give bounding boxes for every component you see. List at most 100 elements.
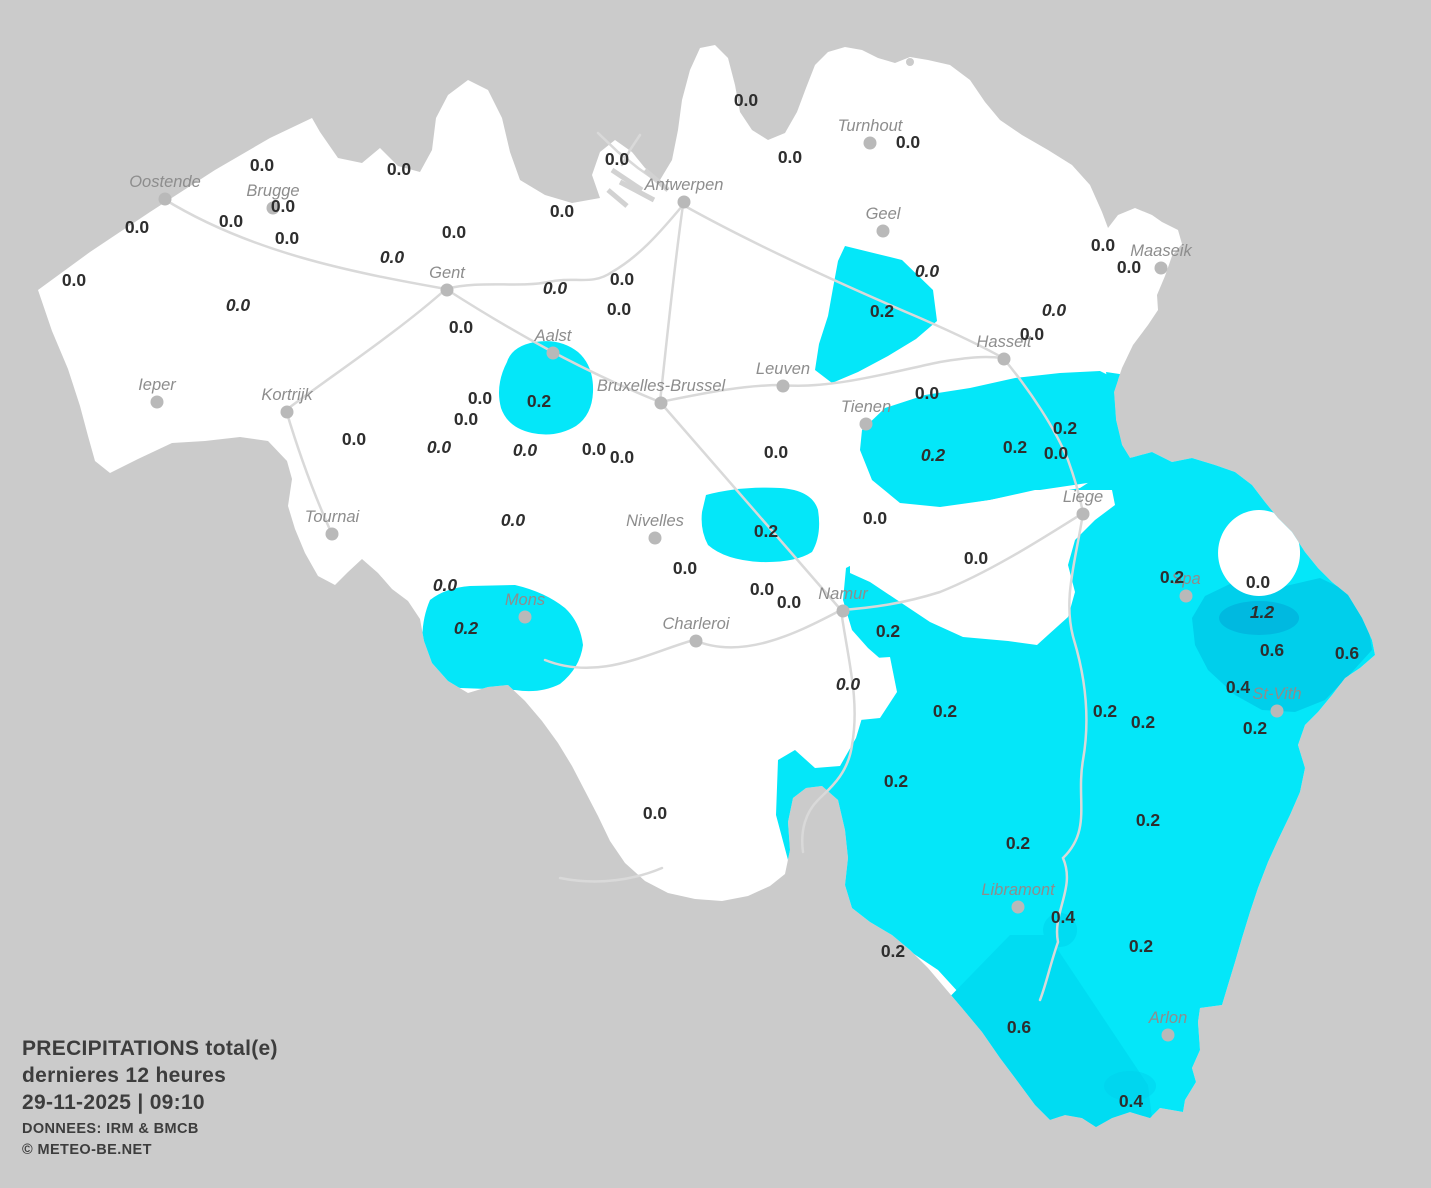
city-label: Gent [429, 264, 466, 282]
city-label: Maaseik [1130, 242, 1192, 260]
precip-value-label: 0.0 [468, 388, 493, 408]
roads-rivers-layer [162, 58, 1088, 1002]
city-dot [1161, 1028, 1175, 1042]
precip-value-label: 0.0 [607, 299, 632, 319]
city-dot [150, 395, 164, 409]
precip-value-label: 0.0 [380, 247, 405, 267]
road-line [162, 197, 448, 291]
road-line [681, 203, 1005, 360]
city-dot [1154, 261, 1168, 275]
precip-value-label: 0.2 [454, 618, 479, 638]
city-label: Bruxelles-Brussel [597, 377, 727, 395]
city-dot [546, 346, 560, 360]
precipitation-area [1043, 913, 1078, 947]
precip-value-label: 0.0 [454, 409, 479, 429]
map-title-block: PRECIPITATIONS total(e) dernieres 12 heu… [22, 1036, 278, 1160]
precip-value-label: 0.2 [1093, 701, 1118, 721]
precip-value-label: 0.2 [1053, 418, 1078, 438]
city-dot [158, 192, 172, 206]
port-dock-line [610, 167, 644, 193]
city-dot [836, 604, 850, 618]
precip-value-label: 0.0 [764, 442, 789, 462]
precip-value-label: 0.6 [1260, 640, 1285, 660]
port-dock-line [618, 179, 656, 203]
road-line [658, 400, 843, 612]
map-subtitle: dernieres 12 heures [22, 1063, 227, 1087]
precip-value-label: 0.0 [271, 196, 296, 216]
road-line [558, 866, 664, 883]
city-dot [266, 201, 280, 215]
precipitation-area [1218, 510, 1301, 596]
city-dot [1270, 704, 1284, 718]
city-label: Tienen [841, 398, 891, 416]
precipitation-area [815, 246, 937, 383]
precip-value-label: 0.0 [734, 90, 759, 110]
road-line [284, 408, 333, 534]
city-label: Charleroi [663, 615, 731, 633]
precip-value-label: 0.2 [1003, 437, 1028, 457]
precip-value-label: 0.0 [582, 439, 607, 459]
precip-value-label: 0.2 [870, 301, 895, 321]
precip-value-label: 0.0 [550, 201, 575, 221]
city-label: Ieper [138, 376, 177, 394]
precip-value-label: 0.2 [884, 771, 909, 791]
precip-value-label: 0.0 [777, 592, 802, 612]
port-dock-line [606, 188, 629, 208]
precip-value-label: 0.0 [226, 295, 251, 315]
precip-value-label: 0.0 [964, 548, 989, 568]
city-label: Arlon [1148, 1009, 1188, 1027]
city-dot [776, 379, 790, 393]
city-dot [280, 405, 294, 419]
city-label: Namur [818, 585, 869, 603]
precip-value-label: 0.0 [1020, 324, 1045, 344]
precip-value-label: 0.2 [1243, 718, 1268, 738]
city-label: Aalst [534, 327, 573, 345]
city-dot [648, 531, 662, 545]
precip-value-label: 1.2 [1250, 602, 1275, 622]
precip-value-label: 0.2 [881, 941, 906, 961]
precipitation-area [1104, 1071, 1157, 1102]
precip-value-label: 0.6 [1007, 1017, 1032, 1037]
road-line [620, 133, 642, 167]
road-line [444, 203, 685, 291]
port-dock-line [643, 168, 670, 192]
precip-value-label: 0.0 [1091, 235, 1116, 255]
precip-value-label: 0.0 [1042, 300, 1067, 320]
precipitation-area [499, 341, 594, 435]
precip-value-label: 0.2 [1006, 833, 1031, 853]
precip-value-label: 0.0 [750, 579, 775, 599]
precip-value-label: 0.0 [250, 155, 275, 175]
precip-value-label: 0.0 [896, 132, 921, 152]
precip-value-label: 0.4 [1051, 907, 1076, 927]
precipitation-area [422, 585, 583, 692]
precip-value-label: 0.4 [1119, 1091, 1144, 1111]
precipitation-area [935, 935, 1158, 1127]
precip-value-label: 0.2 [1129, 936, 1154, 956]
city-label: Geel [866, 205, 902, 223]
city-label: Antwerpen [644, 176, 724, 194]
road-line [658, 203, 685, 404]
city-label: Liege [1063, 488, 1103, 506]
precip-value-label: 0.0 [643, 803, 668, 823]
city-dot [863, 136, 877, 150]
precip-value-label: 0.0 [836, 674, 861, 694]
precip-value-label: 0.0 [610, 269, 635, 289]
precip-value-label: 0.0 [387, 159, 412, 179]
precip-value-label: 0.0 [673, 558, 698, 578]
city-label: Nivelles [626, 512, 684, 530]
precip-value-label: 0.2 [1131, 712, 1156, 732]
city-dot [1011, 900, 1025, 914]
precip-value-label: 0.2 [933, 701, 958, 721]
city-labels-layer: Oostende Brugge Antwerpen Turnhout Geel Maase… [129, 117, 1302, 1042]
precip-value-label: 0.2 [1160, 567, 1185, 587]
precip-value-label: 0.0 [275, 228, 300, 248]
road-line [692, 608, 843, 649]
road-line [444, 287, 662, 404]
precip-value-label: 0.2 [876, 621, 901, 641]
city-dot [689, 634, 703, 648]
precip-value-label: 0.2 [1136, 810, 1161, 830]
road-line [801, 608, 856, 854]
city-label: Brugge [246, 182, 299, 200]
precip-value-label: 0.6 [1335, 643, 1360, 663]
